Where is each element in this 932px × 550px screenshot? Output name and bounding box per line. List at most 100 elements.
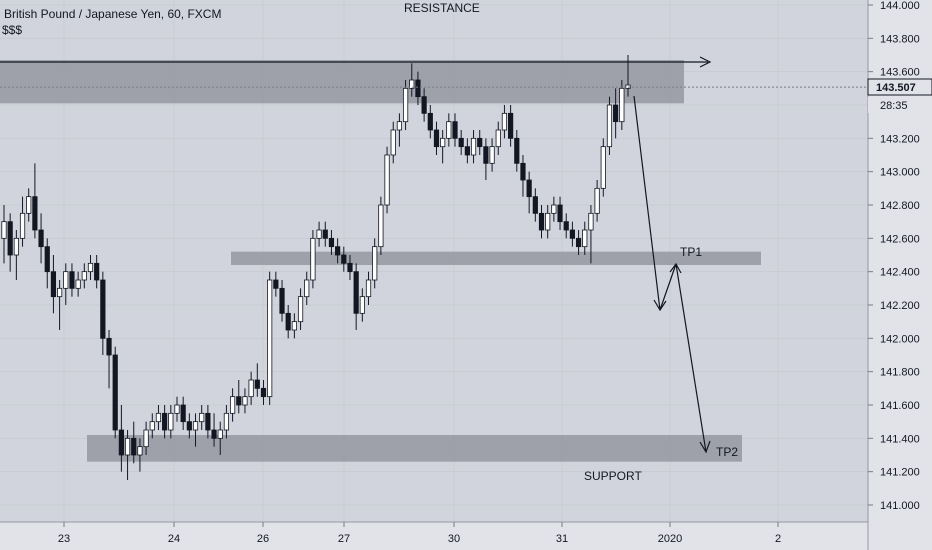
candle-body — [446, 121, 452, 139]
zones-layer — [0, 60, 761, 462]
candle — [396, 113, 403, 147]
candle-body — [254, 379, 260, 389]
candle-body — [242, 396, 248, 406]
candle — [69, 263, 75, 297]
candle-body — [378, 204, 384, 248]
candle — [297, 288, 304, 330]
candle — [273, 271, 279, 297]
candle-body — [520, 162, 526, 181]
resistance-label: RESISTANCE — [404, 1, 480, 15]
tp2-label: TP2 — [716, 445, 738, 459]
candle — [310, 230, 316, 289]
candle-body — [26, 196, 32, 214]
candle-body — [236, 396, 242, 406]
candle — [322, 221, 328, 247]
candle-body — [489, 146, 495, 164]
candle-body — [174, 404, 180, 414]
candle-body — [335, 246, 341, 256]
candle — [384, 146, 390, 214]
candle — [520, 155, 526, 197]
candle — [545, 205, 551, 239]
candle-body — [285, 312, 291, 331]
price-tick-label: 142.800 — [880, 200, 920, 212]
candle-body — [217, 429, 223, 439]
candle-body — [112, 354, 118, 431]
candle-body — [409, 79, 415, 89]
candle — [242, 388, 248, 414]
candle-body — [594, 187, 600, 214]
projection-bounce — [669, 262, 682, 274]
candle-body — [143, 429, 149, 448]
candles-layer — [1, 55, 631, 480]
candle — [575, 230, 582, 255]
candle — [328, 230, 335, 255]
candle-body — [433, 129, 440, 148]
candle — [538, 205, 545, 239]
candle — [304, 271, 310, 305]
candle-body — [180, 404, 186, 423]
candle — [94, 255, 100, 289]
candle — [470, 130, 477, 164]
time-axis[interactable] — [0, 522, 868, 550]
candle-body — [155, 412, 162, 423]
candle-body — [7, 221, 13, 256]
candle — [50, 255, 57, 314]
candle — [464, 138, 470, 164]
candle — [112, 346, 118, 439]
candle-body — [588, 212, 594, 231]
candle — [483, 138, 489, 180]
price-tick-label: 142.000 — [880, 333, 920, 345]
time-tick-label: 2020 — [658, 533, 682, 545]
last-price-tag — [867, 78, 932, 96]
time-tick-label: 27 — [338, 533, 350, 545]
candle — [38, 213, 44, 264]
price-tick-label: 143.000 — [880, 167, 920, 179]
candle-body — [341, 254, 347, 264]
candle — [563, 213, 569, 239]
last-price-label: 143.507 — [876, 82, 916, 94]
candle-body — [464, 146, 470, 156]
candle-body — [557, 204, 563, 223]
candle — [514, 130, 520, 172]
candle — [421, 88, 427, 122]
time-tick-label: 30 — [448, 533, 460, 545]
candle — [477, 130, 483, 155]
projection-path — [633, 95, 707, 453]
candle — [588, 205, 594, 264]
candle-body — [1, 221, 7, 239]
candle — [415, 71, 421, 105]
candle-body — [526, 179, 532, 198]
candle — [291, 313, 297, 339]
candle-body — [57, 287, 63, 298]
candle-body — [63, 271, 69, 289]
candle-body — [532, 196, 538, 214]
candle — [248, 371, 254, 405]
price-tick-label: 142.400 — [880, 267, 920, 279]
candle — [440, 130, 446, 164]
candle — [87, 255, 94, 280]
candle — [532, 188, 538, 222]
candle — [526, 171, 532, 214]
price-tick-label: 141.800 — [880, 367, 920, 379]
countdown-tag — [868, 97, 932, 113]
candle-body — [470, 137, 477, 156]
candle — [365, 271, 372, 305]
candle — [199, 405, 205, 430]
support-label: SUPPORT — [584, 469, 642, 483]
candle — [402, 80, 409, 130]
candle-body — [514, 137, 520, 164]
candle — [390, 121, 396, 164]
candle-body — [106, 337, 112, 356]
candle-body — [291, 321, 297, 331]
candle-body — [211, 429, 217, 439]
candle-body — [310, 237, 316, 281]
candle — [495, 121, 501, 155]
projection-arrow-tp1 — [653, 299, 667, 312]
time-tick-label: 31 — [556, 533, 568, 545]
candle — [162, 405, 168, 439]
candle — [131, 421, 137, 464]
candle-body — [124, 437, 131, 456]
price-tick-label: 142.600 — [880, 233, 920, 245]
time-tick-label: 26 — [257, 533, 269, 545]
